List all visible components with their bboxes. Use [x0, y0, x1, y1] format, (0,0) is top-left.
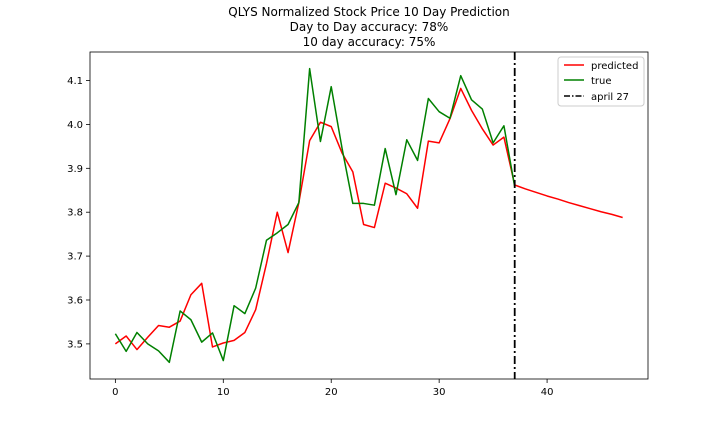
y-tick-label: 3.9 — [67, 164, 83, 175]
legend-true-label: true — [591, 76, 612, 87]
title-line-3: 10 day accuracy: 75% — [303, 35, 436, 49]
y-tick-label: 3.7 — [67, 252, 83, 263]
x-tick-label: 10 — [217, 387, 230, 398]
legend-april27-label: april 27 — [591, 92, 629, 103]
x-tick-label: 40 — [541, 387, 554, 398]
plot-area-frame — [89, 51, 649, 380]
y-tick-label: 3.8 — [67, 208, 83, 219]
chart-title: QLYS Normalized Stock Price 10 Day Predi… — [228, 5, 509, 49]
y-tick-label: 4.1 — [67, 76, 83, 87]
y-tick-label: 3.6 — [67, 295, 83, 306]
x-axis: 0 10 20 30 40 — [112, 379, 553, 398]
x-tick-label: 30 — [433, 387, 446, 398]
series-line-true — [114, 67, 516, 364]
y-tick-label: 3.5 — [67, 339, 83, 350]
x-tick-label: 20 — [325, 387, 338, 398]
legend-box — [557, 56, 645, 107]
legend: predicted true april 27 — [557, 56, 645, 107]
series-layer — [114, 67, 623, 364]
title-line-1: QLYS Normalized Stock Price 10 Day Predi… — [228, 5, 509, 19]
y-axis: 3.5 3.6 3.7 3.8 3.9 4.0 4.1 — [67, 76, 90, 350]
y-tick-label: 4.0 — [67, 120, 83, 131]
x-tick-label: 0 — [112, 387, 118, 398]
series-line-predicted — [114, 87, 623, 351]
legend-predicted-label: predicted — [591, 61, 638, 72]
title-line-2: Day to Day accuracy: 78% — [290, 20, 449, 34]
